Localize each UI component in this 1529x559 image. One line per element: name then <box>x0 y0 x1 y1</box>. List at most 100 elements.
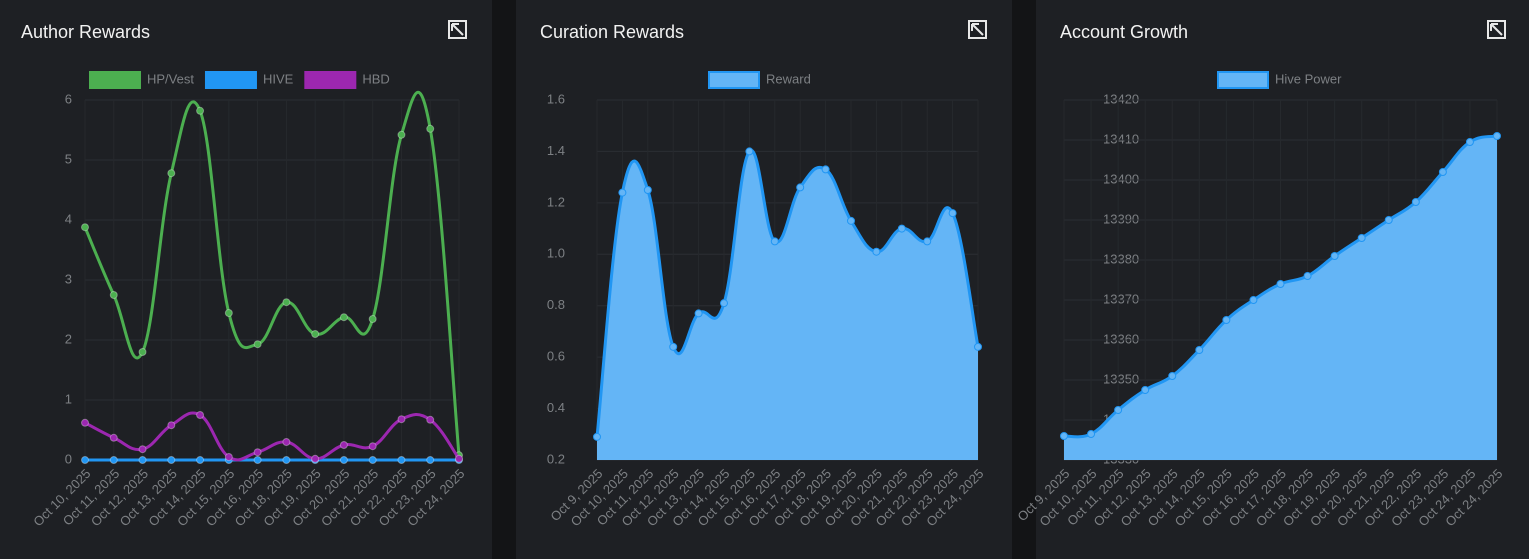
legend-label: HP/Vest <box>147 71 194 86</box>
expand-button[interactable] <box>1487 20 1506 39</box>
point <box>368 456 377 464</box>
y-tick-label: 13410 <box>1103 131 1139 146</box>
legend-label: Reward <box>766 71 811 86</box>
point <box>1168 372 1177 380</box>
point <box>593 432 601 441</box>
chart-title: Account Growth <box>1060 22 1188 42</box>
y-tick-label: 3 <box>65 271 72 286</box>
legend-label: HBD <box>362 71 389 86</box>
legend-swatch <box>204 71 257 89</box>
y-tick-label: 6 <box>65 91 72 106</box>
point <box>397 415 406 424</box>
point <box>368 315 377 323</box>
y-tick-label: 1.2 <box>547 194 565 209</box>
legend-swatch <box>708 71 760 89</box>
area <box>597 150 978 460</box>
point <box>253 448 262 457</box>
point <box>796 183 805 192</box>
point <box>1060 432 1068 440</box>
point <box>1357 234 1366 242</box>
point <box>81 456 89 464</box>
legend-label: HIVE <box>263 71 294 86</box>
y-tick-label: 4 <box>65 211 72 226</box>
point <box>253 456 262 464</box>
point <box>455 454 463 463</box>
point <box>1195 346 1204 354</box>
point <box>81 223 89 232</box>
point <box>643 186 652 194</box>
point <box>821 165 830 174</box>
point <box>253 340 262 349</box>
point <box>426 124 435 133</box>
point <box>109 433 118 442</box>
point <box>138 445 147 454</box>
point <box>282 438 291 446</box>
point <box>311 330 320 338</box>
point <box>339 313 348 322</box>
point <box>1493 132 1501 140</box>
point <box>1222 316 1231 324</box>
legend-swatch <box>1217 71 1269 89</box>
point <box>282 298 291 307</box>
point <box>694 309 703 318</box>
chart-title: Curation Rewards <box>540 22 684 42</box>
point <box>1303 272 1312 280</box>
point <box>720 299 728 308</box>
line <box>83 90 461 456</box>
point <box>196 456 205 464</box>
point <box>81 418 89 427</box>
legend-swatch <box>304 71 357 89</box>
point <box>1249 296 1258 304</box>
point <box>847 216 855 225</box>
point <box>138 456 147 464</box>
point <box>872 247 881 256</box>
point <box>1087 430 1096 438</box>
point <box>224 453 233 461</box>
point <box>923 237 932 246</box>
point <box>1438 168 1447 176</box>
point <box>368 442 377 451</box>
y-tick-label: 13370 <box>1103 291 1139 306</box>
point <box>282 456 291 464</box>
chart-title: Author Rewards <box>21 22 150 42</box>
point <box>1384 216 1393 224</box>
point <box>167 456 176 464</box>
point <box>109 456 118 464</box>
point <box>1330 252 1339 260</box>
y-tick-label: 0.2 <box>547 451 565 466</box>
legend-label: Hive Power <box>1275 71 1342 86</box>
y-tick-label: 5 <box>65 151 72 166</box>
y-tick-label: 13420 <box>1103 91 1139 106</box>
y-tick-label: 1.4 <box>547 143 565 158</box>
y-tick-label: 1 <box>65 391 72 406</box>
point <box>196 411 205 419</box>
point <box>397 456 406 464</box>
point <box>897 224 906 233</box>
expand-button[interactable] <box>968 20 987 39</box>
y-tick-label: 13350 <box>1103 371 1139 386</box>
y-tick-label: 0.6 <box>547 349 565 364</box>
point <box>669 342 678 351</box>
point <box>1114 406 1123 414</box>
point <box>974 342 982 351</box>
point <box>770 237 779 246</box>
point <box>1465 138 1474 146</box>
point <box>224 309 233 317</box>
y-tick-label: 2 <box>65 331 72 346</box>
legend-swatch <box>89 71 141 89</box>
point <box>339 441 348 449</box>
y-tick-label: 0 <box>65 451 72 466</box>
point <box>167 169 176 178</box>
point <box>167 421 176 430</box>
point <box>109 291 118 299</box>
expand-button[interactable] <box>448 20 467 39</box>
y-tick-label: 13390 <box>1103 211 1139 226</box>
y-tick-label: 13360 <box>1103 331 1139 346</box>
point <box>311 454 320 463</box>
point <box>948 209 957 218</box>
y-tick-label: 1.6 <box>547 91 565 106</box>
point <box>339 456 348 464</box>
point <box>426 456 435 464</box>
y-tick-label: 0.8 <box>547 297 565 312</box>
y-tick-label: 13400 <box>1103 171 1139 186</box>
